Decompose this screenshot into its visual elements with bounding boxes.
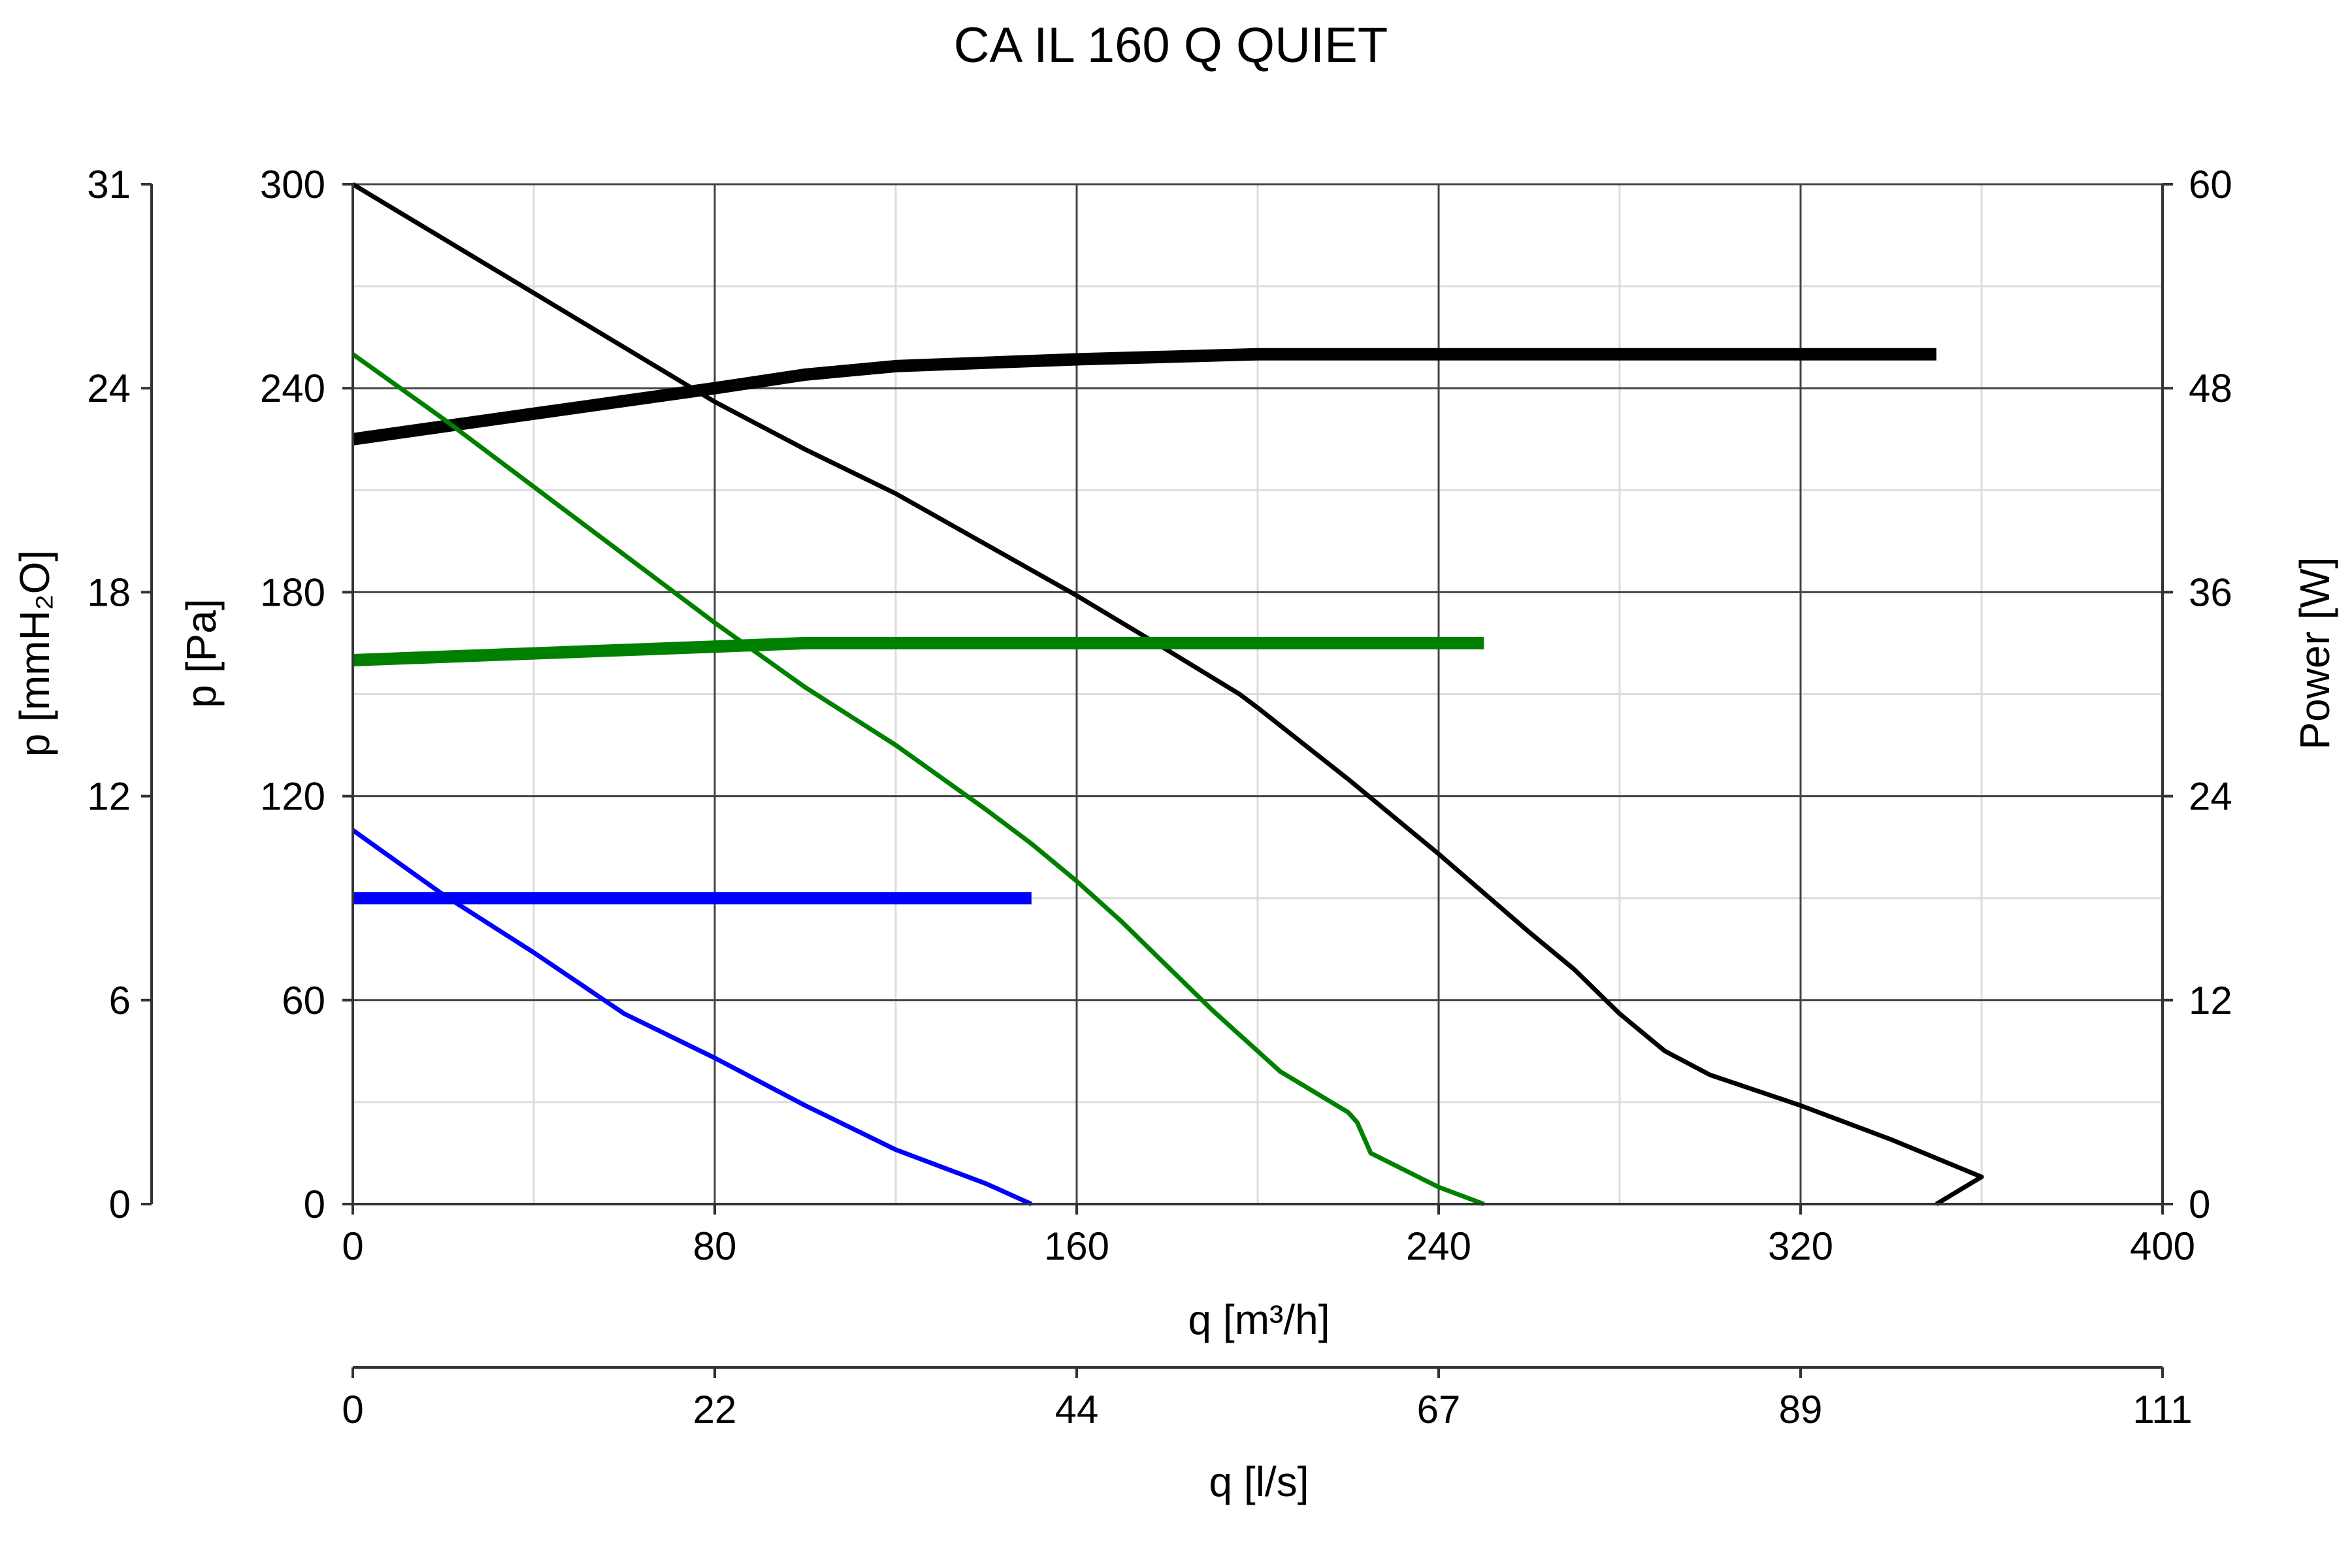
x-tick-label: 0	[342, 1224, 363, 1268]
y-right-tick-label: 12	[2189, 979, 2232, 1022]
y-right-tick-label: 60	[2189, 163, 2232, 206]
x-axis-label: q [m³/h]	[1188, 1296, 1330, 1343]
x-tick-label: 240	[1406, 1224, 1471, 1268]
y-outer-tick-label: 0	[109, 1183, 131, 1226]
y-right-tick-label: 48	[2189, 367, 2232, 410]
y-tick-label: 60	[282, 979, 325, 1022]
x-tick-label: 80	[693, 1224, 737, 1268]
y-outer-tick-label: 24	[87, 367, 131, 410]
y-tick-label: 0	[304, 1183, 325, 1226]
y-outer-tick-label: 6	[109, 979, 131, 1022]
x-axis-secondary-label: q [l/s]	[1209, 1458, 1309, 1505]
y-tick-label: 300	[260, 163, 325, 206]
y-right-tick-label: 24	[2189, 775, 2232, 819]
x-secondary-tick-label: 67	[1417, 1388, 1461, 1431]
y-outer-tick-label: 31	[87, 163, 131, 206]
x-secondary-tick-label: 111	[2132, 1388, 2192, 1431]
power-curve-3	[352, 636, 1484, 666]
y-tick-label: 120	[260, 775, 325, 819]
pressure-curve-2	[351, 352, 1485, 1207]
y-axis-right-label: Power [W]	[2291, 557, 2338, 749]
x-tick-label: 160	[1044, 1224, 1109, 1268]
pressure-curve-0	[351, 182, 1984, 1206]
x-secondary-tick-label: 0	[342, 1388, 363, 1431]
y-tick-label: 240	[260, 367, 325, 410]
x-secondary-tick-label: 89	[1779, 1388, 1823, 1431]
y-right-tick-label: 0	[2189, 1183, 2210, 1226]
y-axis-outer-label: p [mmH₂O]	[11, 550, 58, 757]
chart-title: CA IL 160 Q QUIET	[954, 18, 1388, 73]
y-right-tick-label: 36	[2189, 570, 2232, 614]
power-curve-1	[351, 348, 1936, 446]
x-tick-label: 400	[2130, 1224, 2195, 1268]
x-secondary-tick-label: 44	[1055, 1388, 1099, 1431]
y-outer-tick-label: 18	[87, 570, 131, 614]
x-tick-label: 320	[1768, 1224, 1833, 1268]
y-axis-label: p [Pa]	[178, 598, 225, 708]
pressure-curve-4	[351, 828, 1033, 1207]
series-layer	[351, 182, 1984, 1207]
y-outer-tick-label: 12	[87, 775, 131, 819]
y-tick-label: 180	[260, 570, 325, 614]
x-secondary-tick-label: 22	[693, 1388, 737, 1431]
